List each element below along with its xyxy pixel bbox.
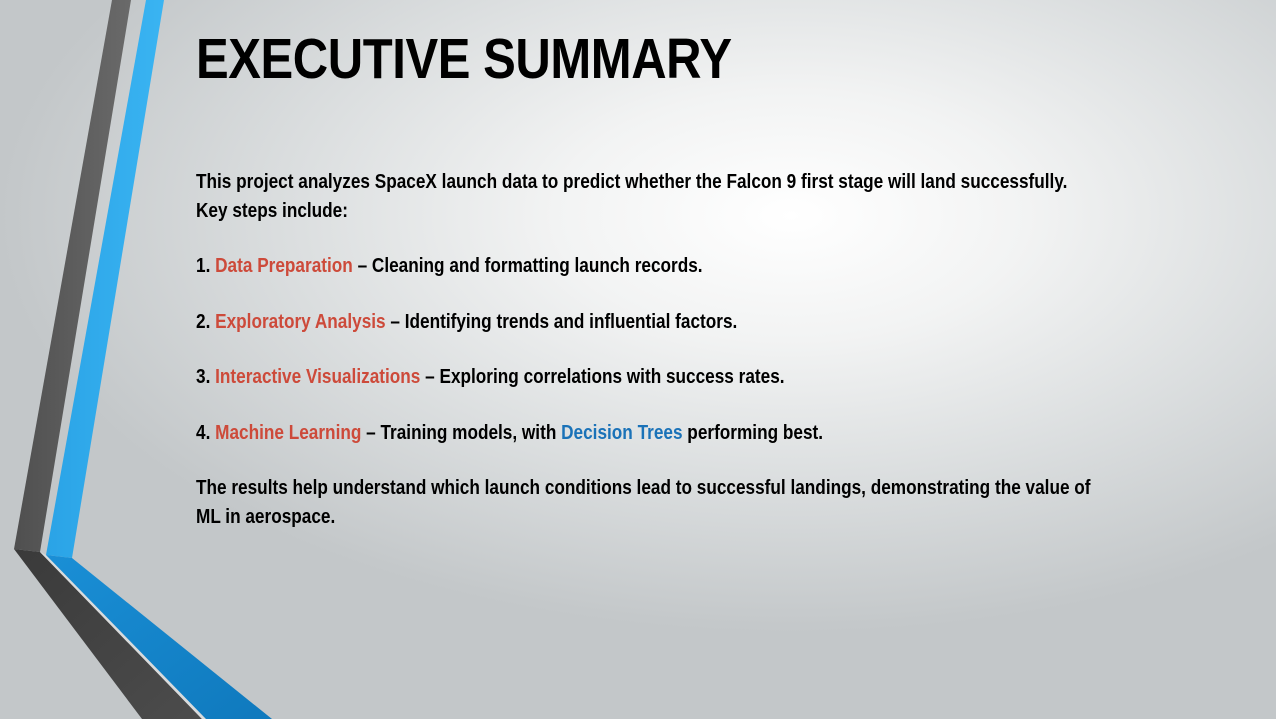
step-number: 4.: [196, 421, 211, 444]
intro-line-1: This project analyzes SpaceX launch data…: [196, 171, 1068, 193]
step-number: 3.: [196, 366, 211, 388]
blue-stripe-upper: [46, 0, 164, 558]
step-name: Data Preparation: [215, 255, 353, 277]
step-number: 1.: [196, 255, 211, 277]
step-description: – Identifying trends and influential fac…: [385, 310, 738, 333]
light-stripe-lower: [40, 552, 206, 719]
intro-line-2: Key steps include:: [196, 200, 348, 222]
summary-body: This project analyzes SpaceX launch data…: [196, 168, 1091, 532]
intro-paragraph: This project analyzes SpaceX launch data…: [196, 168, 1073, 226]
step-description: – Exploring correlations with success ra…: [420, 366, 785, 388]
step-item: 3. Interactive Visualizations – Explorin…: [196, 363, 1073, 392]
step-item: 1. Data Preparation – Cleaning and forma…: [196, 252, 1073, 281]
conclusion-line-2: ML in aerospace.: [196, 506, 336, 528]
step-name: Machine Learning: [215, 421, 362, 444]
dark-stripe-lower: [14, 549, 202, 719]
blue-stripe-lower: [46, 555, 272, 719]
step-name: Interactive Visualizations: [215, 366, 421, 388]
step-description: – Training models, with: [361, 421, 562, 444]
conclusion-paragraph: The results help understand which launch…: [196, 474, 1091, 532]
step-number: 2.: [196, 310, 211, 333]
highlighted-model: Decision Trees: [561, 421, 683, 444]
slide-title: EXECUTIVE SUMMARY: [196, 27, 732, 91]
gray-stripe-upper: [14, 0, 131, 552]
step-item: 2. Exploratory Analysis – Identifying tr…: [196, 308, 1073, 337]
step-description-end: performing best.: [682, 421, 824, 444]
step-item: 4. Machine Learning – Training models, w…: [196, 419, 1073, 448]
conclusion-line-1: The results help understand which launch…: [196, 477, 1091, 499]
step-name: Exploratory Analysis: [215, 310, 386, 333]
step-description: – Cleaning and formatting launch records…: [352, 255, 703, 277]
